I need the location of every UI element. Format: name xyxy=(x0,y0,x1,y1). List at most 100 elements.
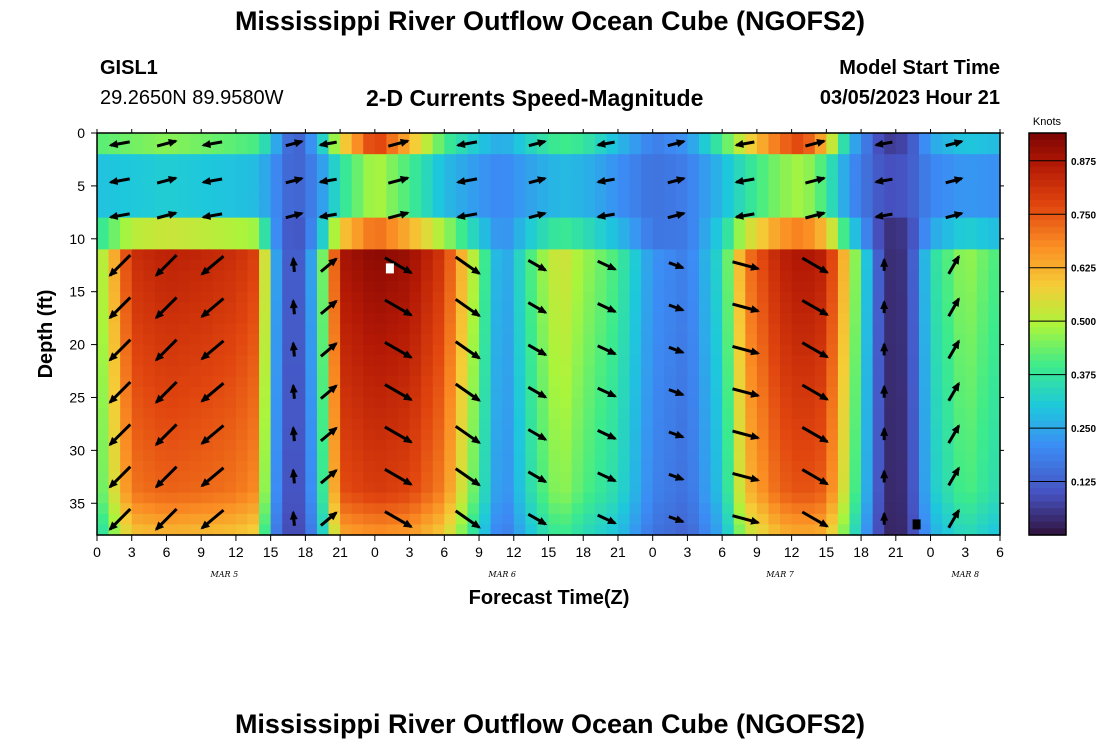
heat-cell xyxy=(432,164,445,176)
heat-cell xyxy=(953,408,966,420)
heat-cell xyxy=(803,482,816,494)
heat-cell xyxy=(699,312,712,325)
arrow-head xyxy=(154,479,165,489)
heat-cell xyxy=(409,302,422,314)
heat-cell xyxy=(918,418,932,430)
current-arrow xyxy=(597,429,617,440)
heat-cell xyxy=(305,270,318,282)
heat-cell xyxy=(976,143,990,155)
heat-cell xyxy=(583,164,596,176)
heat-cell xyxy=(131,334,144,346)
heat-cell xyxy=(687,312,700,325)
heat-cell xyxy=(965,439,978,451)
heat-cell xyxy=(363,143,376,155)
heat-cell xyxy=(976,429,990,441)
heat-cell xyxy=(316,365,330,377)
heat-cell xyxy=(699,344,712,356)
heat-cell xyxy=(224,397,237,409)
heat-cell xyxy=(583,355,596,367)
x-tick-label: 18 xyxy=(298,544,314,560)
marker xyxy=(385,263,394,274)
heat-cell xyxy=(872,302,885,314)
heat-cell xyxy=(976,175,990,187)
heat-cell xyxy=(907,471,920,483)
heat-cell xyxy=(617,429,631,441)
heat-cell xyxy=(455,164,469,176)
heat-cell xyxy=(571,323,584,335)
heat-cell xyxy=(617,503,631,515)
heat-cell xyxy=(583,281,596,293)
heat-cell xyxy=(652,386,665,399)
heat-cell xyxy=(502,450,515,462)
heat-cell xyxy=(930,450,943,462)
heat-cell xyxy=(374,133,388,145)
heat-cell xyxy=(305,302,318,314)
arrow-head xyxy=(607,347,617,355)
heat-cell xyxy=(745,154,758,166)
heat-cell xyxy=(571,238,584,250)
current-arrow xyxy=(384,341,413,359)
heat-cell xyxy=(490,302,503,314)
heat-cell xyxy=(224,492,237,504)
heat-cell xyxy=(965,482,978,494)
heat-cell xyxy=(745,482,758,494)
heat-cell xyxy=(235,365,249,377)
heat-cell xyxy=(965,249,978,261)
heat-cell xyxy=(421,228,434,240)
heat-cell xyxy=(108,429,121,441)
heat-cell xyxy=(444,439,457,451)
current-arrow xyxy=(947,297,960,317)
heat-cell xyxy=(895,524,908,536)
heat-cell xyxy=(340,397,353,409)
heat-cell xyxy=(756,365,770,377)
heat-cell xyxy=(201,312,214,325)
arrow-head xyxy=(537,211,547,219)
heat-cell xyxy=(409,259,422,272)
heat-cell xyxy=(826,323,839,335)
heat-cell xyxy=(837,238,851,250)
heat-cell xyxy=(733,196,746,208)
heat-cell xyxy=(536,408,550,420)
heat-cell xyxy=(907,397,920,409)
heat-cell xyxy=(421,312,434,325)
heat-cell xyxy=(814,397,827,409)
heat-cell xyxy=(97,133,110,145)
heat-cell xyxy=(421,133,434,145)
heat-cell xyxy=(791,323,804,335)
heat-cell xyxy=(235,344,249,356)
arrow-head xyxy=(537,176,547,185)
heat-cell xyxy=(189,164,202,176)
heat-cell xyxy=(479,143,492,155)
arrow-head xyxy=(880,300,889,309)
heat-cell xyxy=(212,291,225,303)
heat-cell xyxy=(895,270,908,282)
y-tick-label: 5 xyxy=(77,178,85,194)
heat-cell xyxy=(467,482,480,494)
heat-cell xyxy=(166,439,179,451)
heat-cell xyxy=(305,482,318,494)
heat-cell xyxy=(675,471,689,483)
heat-cell xyxy=(479,376,492,388)
heat-cell xyxy=(467,291,480,303)
heat-cell xyxy=(154,408,168,420)
heat-cell xyxy=(455,365,469,377)
heat-cell xyxy=(617,259,631,272)
heat-cell xyxy=(953,238,966,250)
heat-cell xyxy=(745,312,758,325)
heat-cell xyxy=(791,386,804,399)
heat-cell xyxy=(444,175,457,187)
heat-cell xyxy=(374,207,388,219)
heat-cell xyxy=(386,270,399,282)
heat-cell xyxy=(907,312,920,325)
heat-cell xyxy=(976,217,990,229)
heat-cell xyxy=(768,450,781,462)
current-arrow xyxy=(201,177,223,185)
heat-cell xyxy=(606,460,619,473)
heat-cell xyxy=(293,164,306,176)
heat-cell xyxy=(780,460,793,473)
heat-cell xyxy=(305,429,318,441)
heat-cell xyxy=(942,259,955,272)
colorbar-segment xyxy=(1029,481,1066,489)
heat-cell xyxy=(548,249,561,261)
heat-cell xyxy=(849,503,862,515)
